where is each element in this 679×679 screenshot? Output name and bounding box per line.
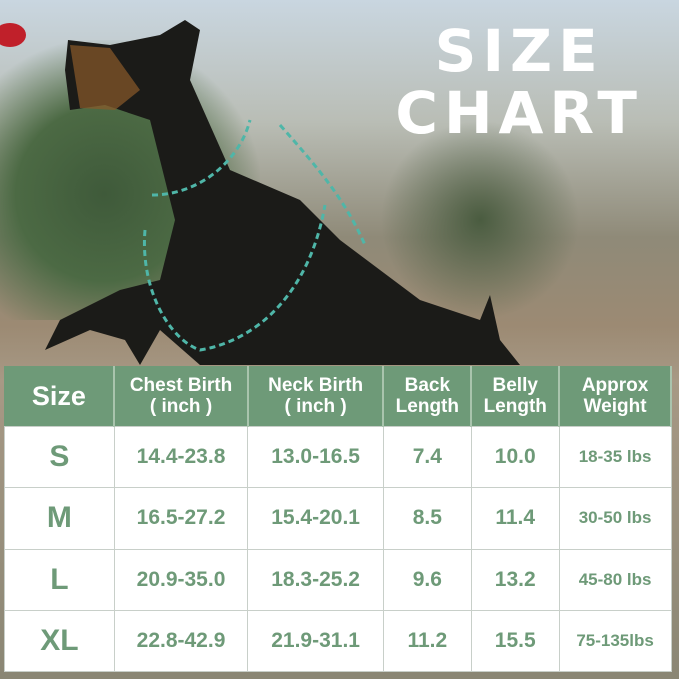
table-cell: 21.9-31.1 [247,609,384,673]
table-cell: 45-80 lbs [558,548,672,611]
table-cell: 15.5 [470,609,560,673]
column-header: Chest Birth ( inch ) [114,366,249,427]
size-cell: S [4,425,115,489]
size-chart-title: SIZE CHART [395,20,643,144]
header-row: Size Chest Birth ( inch ) Neck Birth ( inc… [4,366,672,427]
table-cell: 11.2 [382,609,472,673]
table-cell: 11.4 [470,487,560,550]
table-row: XL 22.8-42.9 21.9-31.1 11.2 15.5 75-135lbs [4,609,672,673]
table-cell: 16.5-27.2 [113,487,249,550]
table-cell: 14.4-23.8 [113,425,249,489]
column-header: Back Length [383,366,473,427]
table-cell: 18-35 lbs [558,425,672,489]
table-row: S 14.4-23.8 13.0-16.5 7.4 10.0 18-35 lbs [4,425,672,489]
size-cell: L [4,548,115,611]
table-cell: 30-50 lbs [558,487,672,550]
table-cell: 18.3-25.2 [247,548,384,611]
column-header: Neck Birth ( inch ) [247,366,385,427]
size-cell: M [4,487,115,550]
table-cell: 22.8-42.9 [113,609,249,673]
table-row: M 16.5-27.2 15.4-20.1 8.5 11.4 30-50 lbs [4,487,672,550]
column-header: Belly Length [471,366,561,427]
column-header: Size [4,366,116,427]
table-cell: 75-135lbs [558,609,672,673]
table-cell: 13.2 [470,548,560,611]
table-cell: 10.0 [470,425,560,489]
title-line-1: SIZE [434,17,604,85]
table-row: L 20.9-35.0 18.3-25.2 9.6 13.2 45-80 lbs [4,548,672,611]
size-table: Size Chest Birth ( inch ) Neck Birth ( inc… [4,366,672,673]
table-cell: 8.5 [382,487,472,550]
table-cell: 7.4 [382,425,472,489]
table-cell: 9.6 [382,548,472,611]
table-cell: 13.0-16.5 [247,425,384,489]
dog-silhouette [45,20,520,365]
trees [380,120,580,320]
column-header: Approx Weight [559,366,672,427]
title-line-2: CHART [395,79,643,147]
size-cell: XL [4,609,115,673]
table-cell: 15.4-20.1 [247,487,384,550]
table-cell: 20.9-35.0 [113,548,249,611]
